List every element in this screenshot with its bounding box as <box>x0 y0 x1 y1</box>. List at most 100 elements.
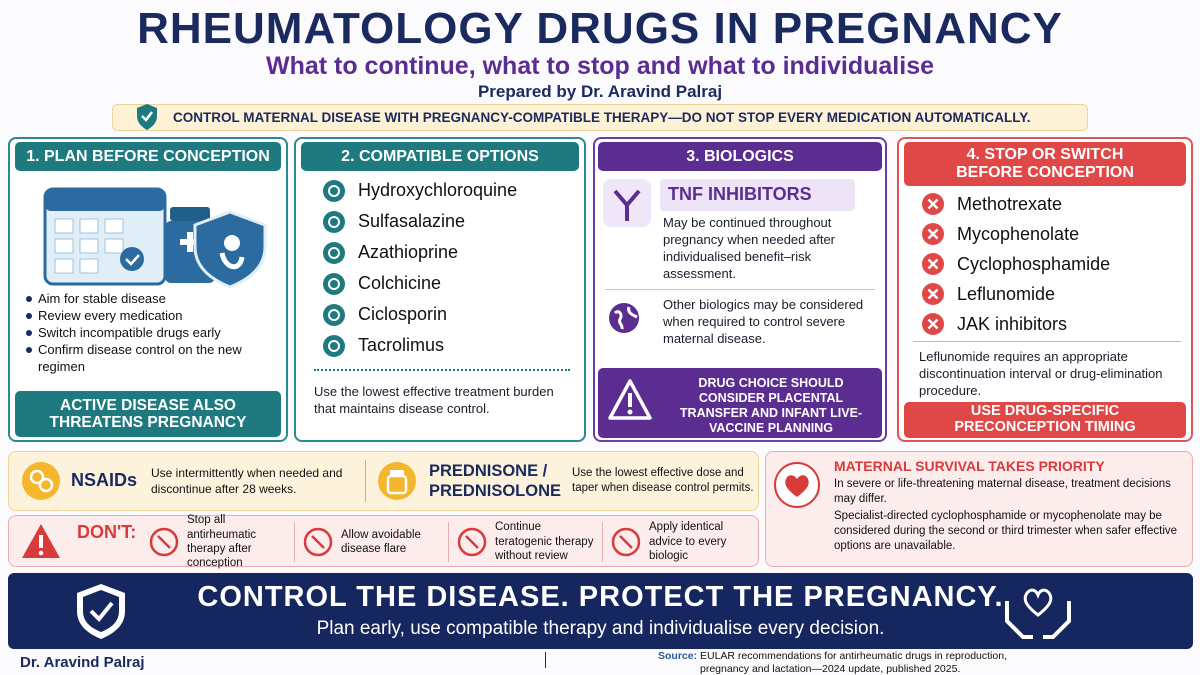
subtitle: What to continue, what to stop and what … <box>265 52 935 80</box>
dont-text: Apply identical advice to every biologic <box>649 521 727 563</box>
drug-icon <box>323 241 345 264</box>
stop-row: Methotrexate <box>921 189 1181 219</box>
drug-icon <box>323 272 345 295</box>
drug-name: Methotrexate <box>957 193 1063 214</box>
stop-row: Leflunomide <box>921 279 1181 309</box>
stop-icon <box>922 313 944 335</box>
panel-footer: ACTIVE DISEASE ALSO THREATENS PREGNANCY <box>15 391 281 437</box>
dont-text: Continue teratogenic therapy without rev… <box>495 521 594 563</box>
maternal-box: MATERNAL SURVIVAL TAKES PRIORITY In seve… <box>765 451 1193 567</box>
drug-list: Hydroxychloroquine Sulfasalazine Azathiopr… <box>322 175 582 361</box>
drug-name: JAK inhibitors <box>957 313 1068 334</box>
drug-row: Ciclosporin <box>322 299 582 330</box>
footer-author: Dr. Aravind Palraj <box>20 654 145 671</box>
author: Prepared by Dr. Aravind Palraj <box>477 82 723 101</box>
bullet-item: Confirm disease control on the new regim… <box>24 341 279 375</box>
drug-icon <box>323 334 345 357</box>
bullet-item: Aim for stable disease <box>24 290 279 307</box>
shield-icon <box>77 584 125 639</box>
dont-text: Stop all antirheumatic therapy after con… <box>187 514 257 570</box>
warning-icon <box>22 524 60 558</box>
drug-name: Colchicine <box>358 273 442 293</box>
dont-item: Allow avoidable disease flare <box>294 522 448 562</box>
plan-illustration <box>43 187 267 289</box>
panel: 1. PLAN BEFORE CONCEPTION Aim for stable… <box>8 137 288 442</box>
panel-title: 2. COMPATIBLE OPTIONS <box>301 142 579 171</box>
source-label: Source: <box>658 650 698 662</box>
panel-note: Leflunomide requires an appropriate disc… <box>919 349 1163 398</box>
donts-title: DON'T: <box>77 522 137 542</box>
drug-name: Hydroxychloroquine <box>358 180 518 200</box>
drug-row: Azathioprine <box>322 237 582 268</box>
drug-name: Leflunomide <box>957 283 1056 304</box>
warning-icon <box>608 379 652 420</box>
drug-name: Sulfasalazine <box>358 211 466 231</box>
panel-footer-box: DRUG CHOICE SHOULD CONSIDER PLACENTAL TR… <box>598 368 882 438</box>
hands-icon <box>1005 588 1071 639</box>
dont-icon <box>611 527 641 557</box>
panel-title: 1. PLAN BEFORE CONCEPTION <box>15 142 281 171</box>
title: RHEUMATOLOGY DRUGS IN PREGNANCY <box>137 4 1063 53</box>
panel-title: 3. BIOLOGICS <box>598 142 882 171</box>
closing-subtitle: Plan early, use compatible therapy and i… <box>316 618 885 639</box>
source-text: EULAR recommendations for antirheumatic … <box>700 650 1007 675</box>
divider <box>913 341 1181 342</box>
panel: 3. BIOLOGICS TNF INHIBITORS May be conti… <box>593 137 887 442</box>
panel: 4. STOP OR SWITCH BEFORE CONCEPTION Meth… <box>897 137 1193 442</box>
divider <box>605 289 875 290</box>
drug-name: Azathioprine <box>358 242 459 262</box>
donts-row: DON'T: Stop all antirheumatic therapy af… <box>8 514 759 569</box>
pill-icon <box>22 462 60 500</box>
closing-title: CONTROL THE DISEASE. PROTECT THE PREGNAN… <box>197 581 1004 613</box>
divider <box>314 369 570 371</box>
maternal-title: MATERNAL SURVIVAL TAKES PRIORITY <box>834 458 1105 474</box>
shield-icon <box>137 104 157 130</box>
stop-list: Methotrexate Mycophenolate Cyclophosphamid… <box>921 189 1181 339</box>
panel-title: 4. STOP OR SWITCH BEFORE CONCEPTION <box>904 142 1186 186</box>
drug-row: Colchicine <box>322 268 582 299</box>
nsaid-row: NSAIDs Use intermittently when needed an… <box>8 451 759 511</box>
drug-row: Hydroxychloroquine <box>322 175 582 206</box>
stop-row: JAK inhibitors <box>921 309 1181 339</box>
dont-item: Apply identical advice to every biologic <box>602 521 756 563</box>
prednisone-title: PREDNISONE / PREDNISOLONE <box>429 462 562 500</box>
drug-name: Cyclophosphamide <box>957 253 1111 274</box>
stop-icon <box>922 283 944 305</box>
divider <box>365 460 366 502</box>
banner-text: CONTROL MATERNAL DISEASE WITH PREGNANCY-… <box>173 110 1031 125</box>
drug-row: Sulfasalazine <box>322 206 582 237</box>
drug-name: Ciclosporin <box>358 304 448 324</box>
bullet-item: Switch incompatible drugs early <box>24 324 279 341</box>
dont-text: Allow avoidable disease flare <box>341 528 421 555</box>
drug-name: Mycophenolate <box>957 223 1080 244</box>
dont-item: Stop all antirheumatic therapy after con… <box>141 514 294 569</box>
drug-icon <box>323 179 345 202</box>
drug-icon <box>323 303 345 326</box>
dont-icon <box>303 527 333 557</box>
dont-item: Continue teratogenic therapy without rev… <box>448 521 602 563</box>
panel: 2. COMPATIBLE OPTIONS Hydroxychloroquine… <box>294 137 586 442</box>
drug-row: Tacrolimus <box>322 330 582 361</box>
subsection-title: TNF INHIBITORS <box>660 179 855 211</box>
stop-icon <box>922 253 944 275</box>
closing-banner: CONTROL THE DISEASE. PROTECT THE PREGNAN… <box>8 573 1193 649</box>
drug-icon <box>323 210 345 233</box>
dont-icon <box>149 527 179 557</box>
divider <box>545 652 546 668</box>
bullet-list: Aim for stable disease Review every medic… <box>24 290 279 375</box>
drug-name: Tacrolimus <box>358 335 445 355</box>
maternal-text: In severe or life-threatening maternal d… <box>834 478 1171 505</box>
bottle-icon <box>378 462 416 500</box>
antibody-icon <box>603 179 651 227</box>
stop-icon <box>922 223 944 245</box>
stop-row: Cyclophosphamide <box>921 249 1181 279</box>
prednisone-text: Use the lowest effective dose and taper … <box>572 467 754 494</box>
heart-icon <box>774 462 820 508</box>
dont-icon <box>457 527 487 557</box>
bullet-item: Review every medication <box>24 307 279 324</box>
globe-icon <box>609 303 639 333</box>
panel-footer: DRUG CHOICE SHOULD CONSIDER PLACENTAL TR… <box>679 376 863 435</box>
nsaid-title: NSAIDs <box>71 470 138 490</box>
stop-icon <box>922 193 944 215</box>
